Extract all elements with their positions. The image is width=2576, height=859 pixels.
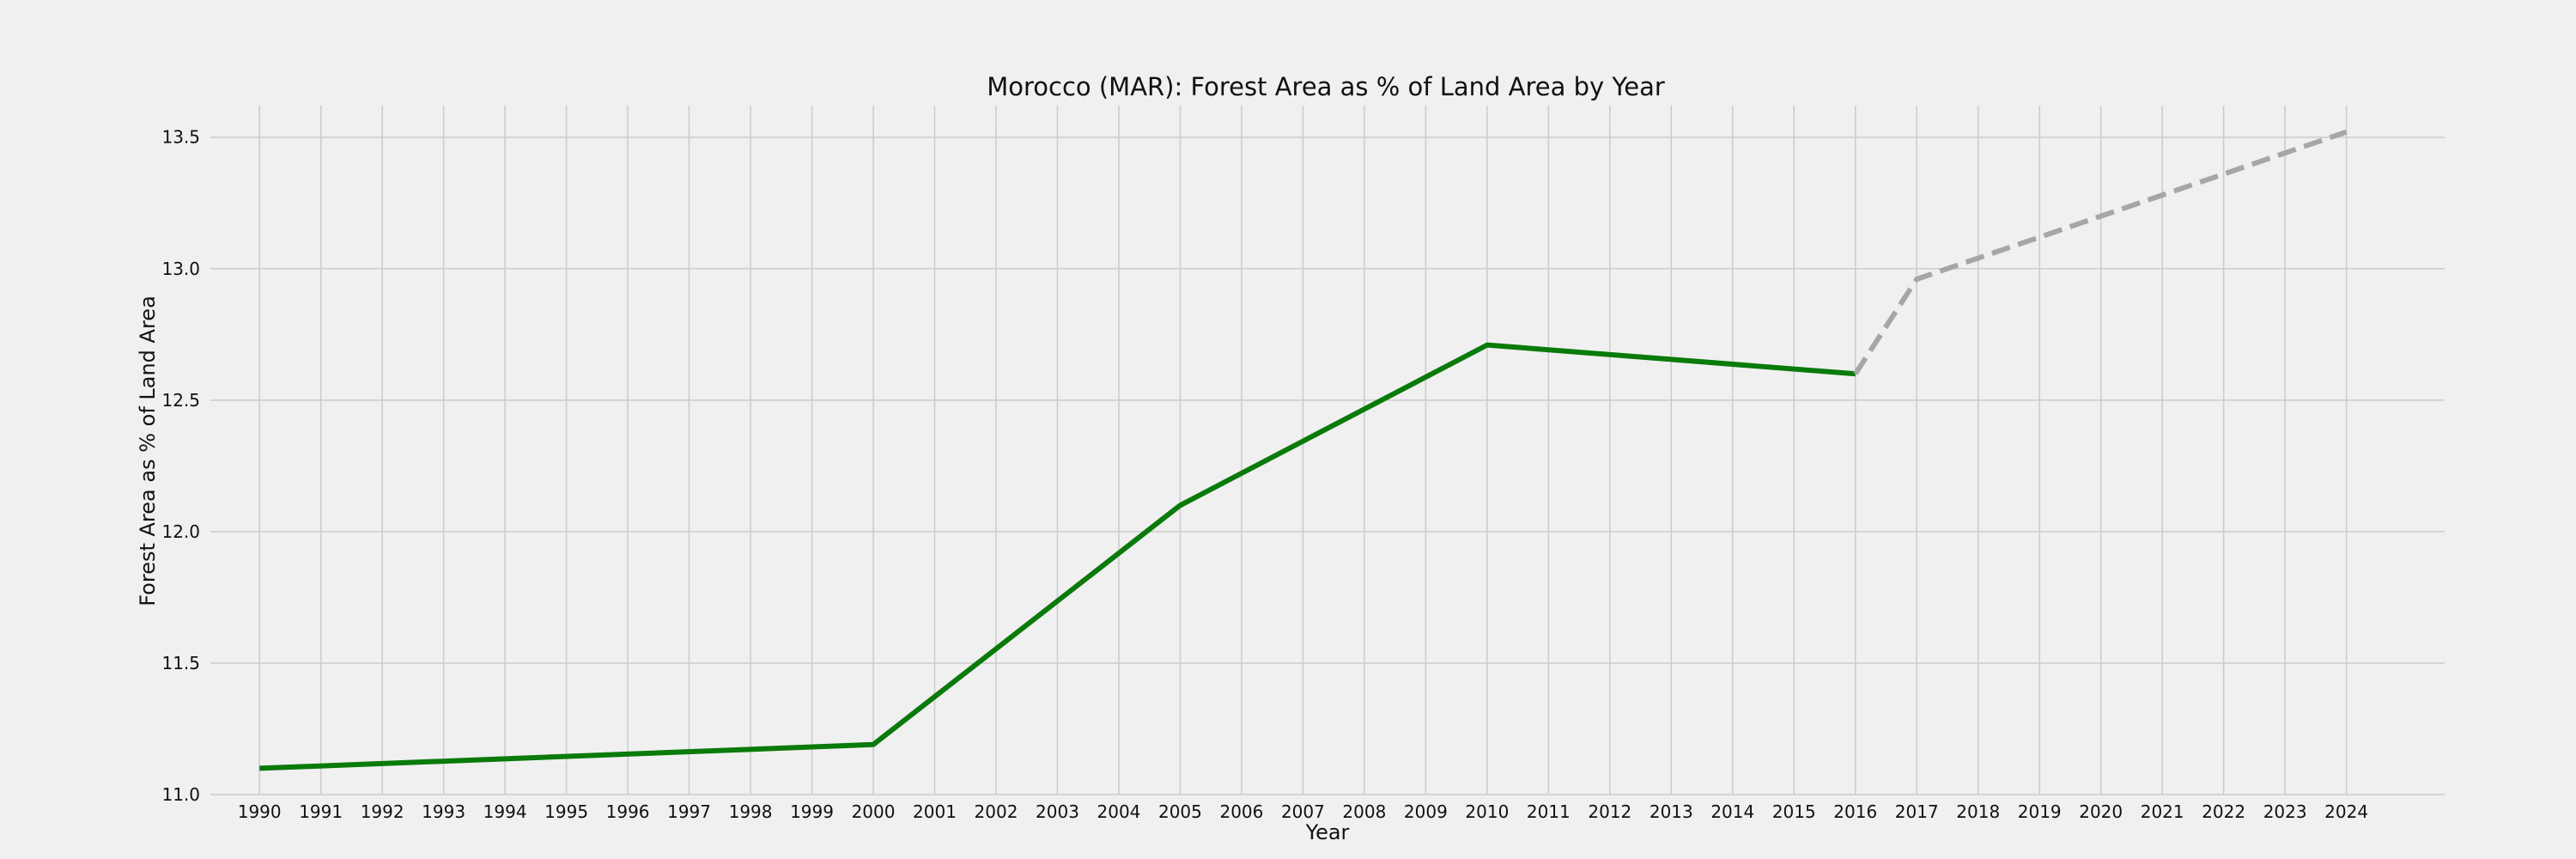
x-tick-label: 2016 [1833,801,1877,822]
y-tick-label: 13.5 [161,127,200,148]
x-tick-label: 2021 [2141,801,2184,822]
x-tick-label: 1991 [299,801,343,822]
x-tick-label: 1993 [422,801,465,822]
x-tick-label: 2012 [1588,801,1631,822]
x-tick-label: 2011 [1527,801,1571,822]
x-tick-label: 2006 [1219,801,1263,822]
x-tick-label: 2023 [2263,801,2307,822]
chart-title: Morocco (MAR): Forest Area as % of Land … [987,72,1665,101]
x-tick-label: 1998 [729,801,773,822]
y-tick-labels: 11.0 11.5 12.0 12.5 13.0 13.5 [161,127,200,805]
x-tick-label: 2004 [1097,801,1141,822]
x-tick-label: 2019 [2018,801,2062,822]
x-axis-label: Year [1305,820,1350,844]
y-tick-label: 12.0 [161,521,200,542]
grid [210,106,2445,795]
y-axis-label: Forest Area as % of Land Area [136,295,160,606]
x-tick-label: 2001 [913,801,957,822]
projected-series-line [1853,129,2348,375]
y-tick-label: 11.0 [161,784,200,805]
x-tick-label: 1996 [606,801,650,822]
x-tick-label: 2018 [1956,801,2000,822]
y-tick-label: 13.0 [161,259,200,279]
x-tick-label: 1999 [790,801,834,822]
x-tick-label: 2020 [2079,801,2123,822]
x-tick-label: 1995 [544,801,588,822]
x-tick-label: 2009 [1404,801,1448,822]
x-tick-label: 2014 [1710,801,1754,822]
x-tick-label: 2002 [975,801,1018,822]
x-tick-label: 1990 [238,801,282,822]
series-lines [259,129,2348,771]
x-tick-label: 2017 [1895,801,1939,822]
x-tick-labels: 1990 1991 1992 1993 1994 1995 1996 1997 1998 1999… [238,801,2368,822]
y-tick-label: 12.5 [161,390,200,411]
y-tick-label: 11.5 [161,653,200,673]
x-tick-label: 1994 [483,801,527,822]
x-tick-label: 2024 [2324,801,2368,822]
x-tick-label: 1992 [361,801,404,822]
x-tick-label: 2015 [1772,801,1816,822]
x-tick-label: 2003 [1036,801,1079,822]
x-tick-label: 2010 [1465,801,1509,822]
actual-series-line [259,342,1856,771]
x-tick-label: 1997 [667,801,711,822]
x-tick-label: 2022 [2202,801,2245,822]
x-tick-label: 2007 [1281,801,1325,822]
x-tick-label: 2005 [1158,801,1202,822]
x-tick-label: 2000 [852,801,896,822]
x-tick-label: 2013 [1649,801,1693,822]
x-tick-label: 2008 [1342,801,1386,822]
